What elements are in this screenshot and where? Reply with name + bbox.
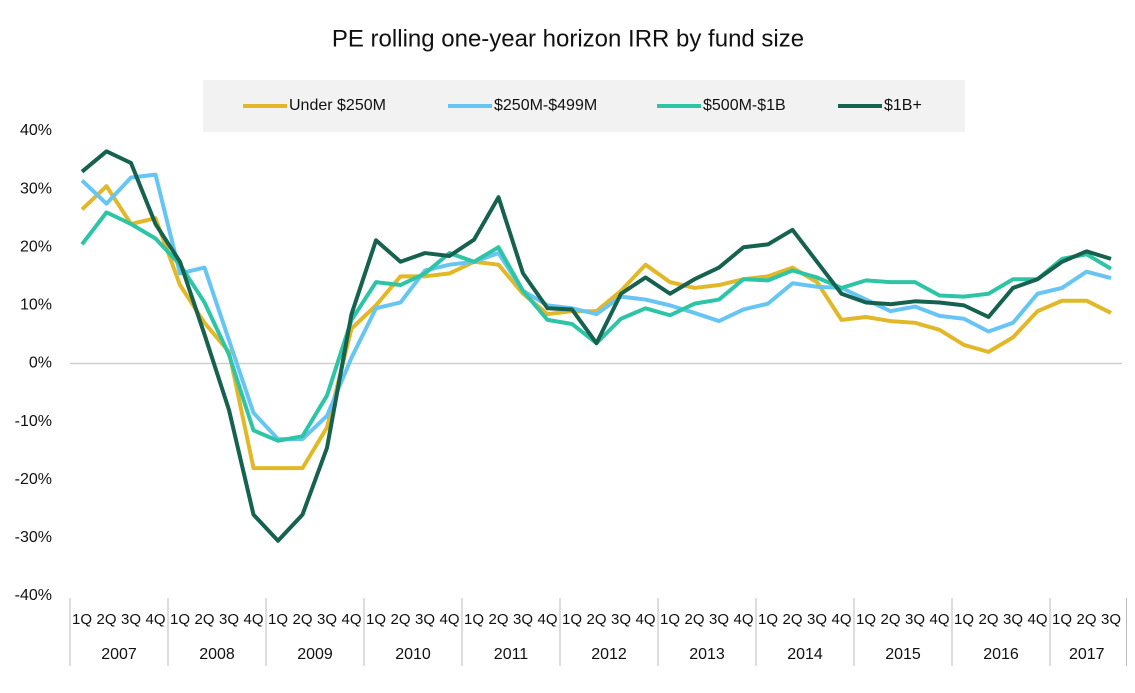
x-tick-label: 4Q [733,611,753,628]
year-label: 2017 [1069,646,1105,663]
x-tick-label: 4Q [145,611,165,628]
x-tick-label: 3Q [1101,611,1121,628]
x-tick-label: 1Q [758,611,778,628]
year-label: 2011 [494,646,529,663]
y-tick-label: -30% [15,529,52,546]
x-tick-label: 3Q [415,611,435,628]
x-tick-label: 1Q [72,611,92,628]
x-tick-label: 4Q [1027,611,1047,628]
x-tick-label: 3Q [611,611,631,628]
y-tick-label: 20% [20,238,52,255]
x-tick-label: 2Q [782,611,802,628]
x-tick-label: 3Q [807,611,827,628]
legend-label: Under $250M [289,97,386,114]
year-label: 2010 [395,646,431,663]
x-tick-label: 3Q [121,611,141,628]
x-tick-label: 3Q [1003,611,1023,628]
x-tick-label: 4Q [243,611,263,628]
series-line [80,210,1113,443]
series-line [80,172,1112,442]
x-tick-label: 3Q [905,611,925,628]
x-tick-label: 2Q [586,611,606,628]
x-tick-label: 2Q [488,611,508,628]
year-label: 2013 [689,646,725,663]
x-tick-label: 2Q [1076,611,1096,628]
x-tick-label: 3Q [709,611,729,628]
y-tick-label: 10% [20,297,52,314]
x-tick-label: 4Q [635,611,655,628]
x-tick-label: 3Q [513,611,533,628]
y-tick-label: 30% [20,180,52,197]
x-tick-label: 2Q [880,611,900,628]
x-tick-label: 1Q [954,611,974,628]
series-line [80,184,1112,471]
x-tick-label: 4Q [341,611,361,628]
year-label: 2015 [885,646,921,663]
x-tick-label: 1Q [660,611,680,628]
x-tick-label: 4Q [537,611,557,628]
legend-label: $250M-$499M [494,97,597,114]
x-tick-label: 4Q [439,611,459,628]
year-label: 2012 [591,646,627,663]
x-tick-label: 1Q [366,611,386,628]
year-label: 2007 [101,646,137,663]
x-tick-label: 1Q [464,611,484,628]
y-tick-label: 40% [20,122,52,139]
x-tick-label: 2Q [390,611,410,628]
year-label: 2009 [297,646,333,663]
series-line [80,149,1112,543]
x-tick-label: 3Q [317,611,337,628]
legend-label: $500M-$1B [703,97,786,114]
x-tick-label: 3Q [219,611,239,628]
y-tick-label: -20% [15,471,52,488]
x-tick-label: 2Q [96,611,116,628]
y-tick-label: -10% [15,413,52,430]
x-tick-label: 4Q [929,611,949,628]
x-tick-label: 1Q [562,611,582,628]
year-label: 2008 [199,646,235,663]
x-tick-label: 1Q [170,611,190,628]
chart-title: PE rolling one-year horizon IRR by fund … [332,25,804,52]
year-label: 2016 [983,646,1019,663]
legend-label: $1B+ [884,97,922,114]
x-tick-label: 1Q [1052,611,1072,628]
x-tick-label: 2Q [292,611,312,628]
x-tick-label: 1Q [856,611,876,628]
x-tick-label: 1Q [268,611,288,628]
year-label: 2014 [787,646,823,663]
y-tick-label: -40% [15,587,52,604]
x-tick-label: 4Q [831,611,851,628]
x-tick-label: 2Q [978,611,998,628]
x-tick-label: 2Q [194,611,214,628]
x-tick-label: 2Q [684,611,704,628]
y-tick-label: 0% [29,355,52,372]
